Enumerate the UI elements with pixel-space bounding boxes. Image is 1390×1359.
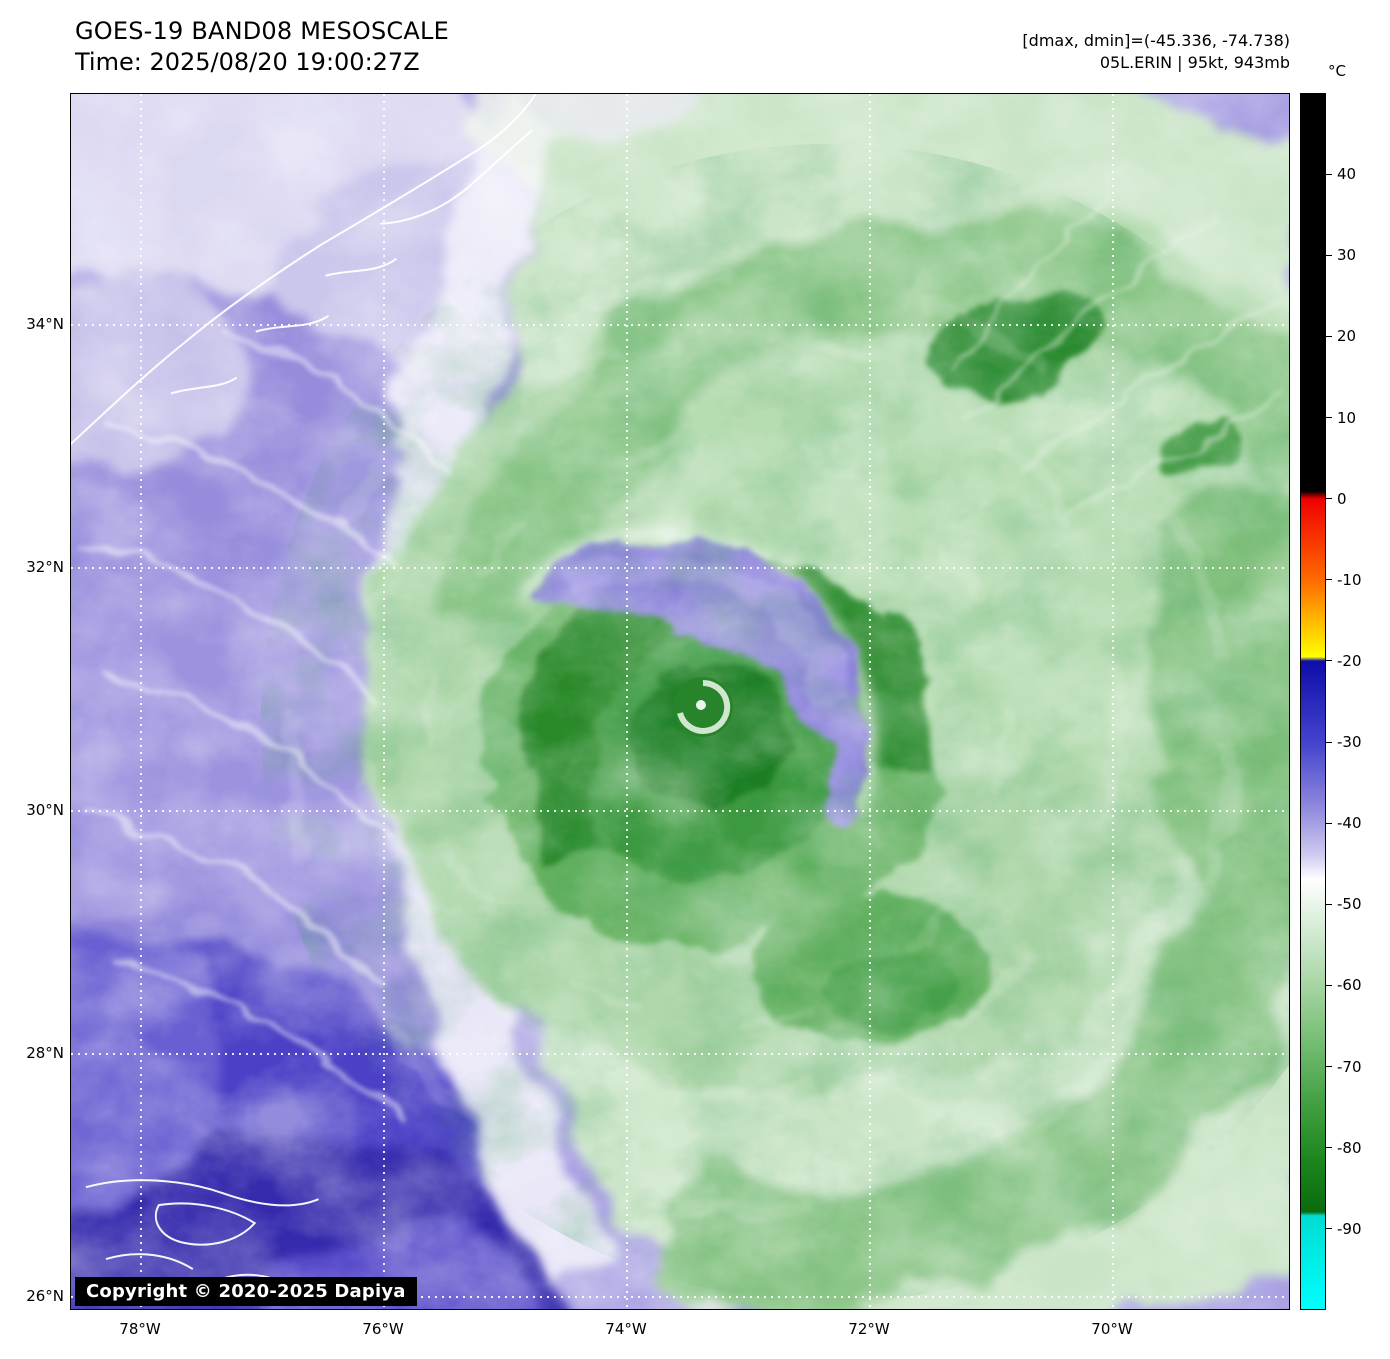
outflow-streaks-northeast	[947, 162, 1289, 516]
timestamp: Time: 2025/08/20 19:00:27Z	[75, 48, 420, 76]
colorbar-tick-mark	[1326, 173, 1332, 175]
header-right: [dmax, dmin]=(-45.336, -74.738) 05L.ERIN…	[1022, 30, 1290, 74]
gridline-latitude	[71, 324, 1289, 326]
gridline-longitude	[869, 94, 871, 1309]
longitude-label: 78°W	[119, 1320, 161, 1338]
colorbar-tick-mark	[1326, 903, 1332, 905]
hurricane-eye	[673, 677, 733, 737]
header-left: GOES-19 BAND08 MESOSCALE Time: 2025/08/2…	[75, 16, 449, 78]
colorbar-tick-mark	[1326, 984, 1332, 986]
coastline-carolinas	[71, 94, 537, 446]
colorbar-tick-mark	[1326, 579, 1332, 581]
longitude-label: 72°W	[848, 1320, 890, 1338]
colorbar-tick-mark	[1326, 417, 1332, 419]
colorbar-tick-label: 0	[1337, 489, 1347, 508]
gridline-latitude	[71, 1296, 1289, 1298]
colorbar-tick-label: -90	[1337, 1219, 1362, 1238]
colorbar-tick-label: -50	[1337, 895, 1362, 914]
gridline-latitude	[71, 567, 1289, 569]
gridline-latitude	[71, 1053, 1289, 1055]
latitude-label: 32°N	[26, 558, 64, 576]
copyright-badge: Copyright © 2020-2025 Dapiya	[75, 1277, 417, 1306]
colorbar-unit-label: °C	[1328, 62, 1346, 80]
colorbar-tick-label: -80	[1337, 1138, 1362, 1157]
colorbar-tick-label: 30	[1337, 246, 1357, 265]
colorbar-tick-mark	[1326, 335, 1332, 337]
gridline-longitude	[140, 94, 142, 1309]
longitude-label: 76°W	[362, 1320, 404, 1338]
satellite-imagery	[71, 94, 1289, 1309]
gridline-longitude	[1112, 94, 1114, 1309]
colorbar-tick-mark	[1326, 1066, 1332, 1068]
colorbar-tick-mark	[1326, 741, 1332, 743]
colorbar-tick-label: -60	[1337, 976, 1362, 995]
gridline-longitude	[383, 94, 385, 1309]
cirrus-streaks-west	[80, 330, 453, 1125]
colorbar-tick-label: -30	[1337, 733, 1362, 752]
longitude-label: 74°W	[605, 1320, 647, 1338]
convection-grain-texture	[260, 144, 1289, 1302]
longitude-label: 70°W	[1091, 1320, 1133, 1338]
page-title: GOES-19 BAND08 MESOSCALE	[75, 17, 449, 45]
colorbar-tick-label: 10	[1337, 408, 1357, 427]
colorbar-tick-label: -10	[1337, 570, 1362, 589]
gridline-latitude	[71, 810, 1289, 812]
colorbar-tick-mark	[1326, 1147, 1332, 1149]
colorbar-tick-mark	[1326, 1228, 1332, 1230]
latitude-label: 34°N	[26, 315, 64, 333]
colorbar-tick-mark	[1326, 254, 1332, 256]
latitude-label: 30°N	[26, 801, 64, 819]
colorbar-tick-label: 40	[1337, 165, 1357, 184]
colorbar-tick-label: -70	[1337, 1057, 1362, 1076]
spiral-band-striations	[282, 265, 1238, 1221]
satellite-map: Copyright © 2020-2025 Dapiya	[70, 93, 1290, 1310]
colorbar-tick-mark	[1326, 498, 1332, 500]
colorbar-tick-label: -40	[1337, 814, 1362, 833]
colorbar-tick-label: 20	[1337, 327, 1357, 346]
colorbar	[1300, 93, 1326, 1310]
latitude-label: 26°N	[26, 1287, 64, 1305]
latitude-label: 28°N	[26, 1044, 64, 1062]
storm-info: 05L.ERIN | 95kt, 943mb	[1099, 53, 1290, 72]
colorbar-tick-mark	[1326, 822, 1332, 824]
colorbar-tick-mark	[1326, 660, 1332, 662]
gridline-longitude	[626, 94, 628, 1309]
dmax-dmin-readout: [dmax, dmin]=(-45.336, -74.738)	[1022, 31, 1290, 50]
colorbar-tick-label: -20	[1337, 651, 1362, 670]
